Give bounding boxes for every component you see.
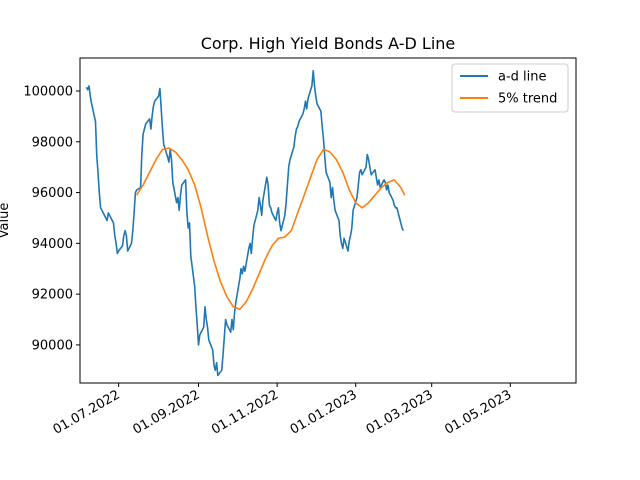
legend-label: 5% trend (498, 92, 557, 107)
y-tick-label: 90000 (32, 338, 73, 353)
y-tick-label: 92000 (32, 288, 73, 303)
y-axis: 90000 92000 94000 96000 98000 100000 (23, 85, 80, 353)
y-tick-label: 100000 (23, 85, 73, 100)
legend-label: a-d line (498, 70, 547, 85)
plot-frame (79, 57, 577, 384)
y-axis-label: Value (0, 203, 12, 239)
legend: a-d line 5% trend (451, 63, 569, 113)
series-layer (85, 69, 406, 377)
y-tick-label: 94000 (32, 237, 73, 252)
chart-title: Corp. High Yield Bonds A-D Line (201, 34, 456, 53)
y-tick-label: 98000 (32, 135, 73, 150)
series-line-0 (85, 69, 405, 377)
y-tick-label: 96000 (32, 186, 73, 201)
series-line-1 (136, 147, 406, 311)
